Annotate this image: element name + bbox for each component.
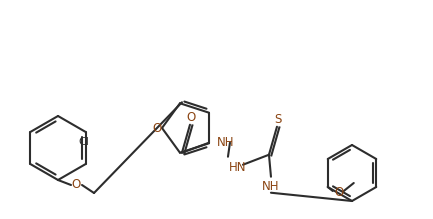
- Text: O: O: [71, 178, 81, 191]
- Text: HN: HN: [229, 161, 246, 174]
- Text: Cl: Cl: [78, 137, 89, 147]
- Text: S: S: [274, 113, 281, 126]
- Text: O: O: [186, 111, 196, 124]
- Text: NH: NH: [217, 136, 234, 149]
- Text: O: O: [334, 185, 343, 198]
- Text: O: O: [152, 122, 162, 134]
- Text: NH: NH: [262, 180, 280, 193]
